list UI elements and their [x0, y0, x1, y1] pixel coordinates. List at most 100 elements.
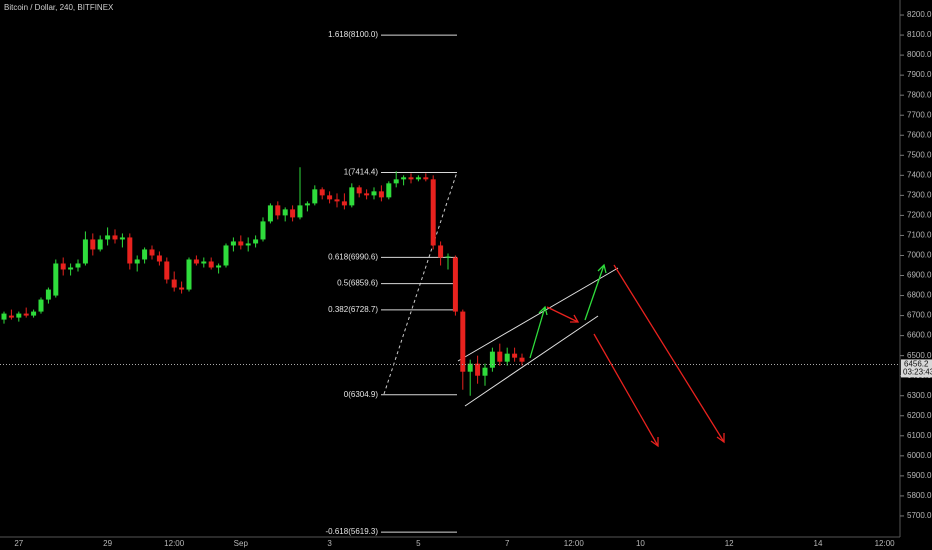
candle-body — [16, 313, 22, 318]
candle-body — [179, 287, 185, 290]
y-tick-label: 6700.0 — [907, 311, 932, 320]
y-tick-label: 7300.0 — [907, 190, 932, 199]
fib-level-label: 0(6304.9) — [344, 390, 379, 399]
candle-body — [75, 263, 81, 268]
candle-body — [38, 299, 44, 312]
last-price-box — [901, 359, 932, 378]
candle-body — [171, 279, 177, 288]
y-tick-label: 7100.0 — [907, 231, 932, 240]
candle-body — [267, 205, 273, 222]
candle-body — [149, 249, 155, 256]
fib-level-label: 1(7414.4) — [344, 168, 379, 177]
candle-body — [519, 357, 525, 362]
y-tick-label: 6000.0 — [907, 451, 932, 460]
green-arrows — [529, 263, 607, 359]
candle-body — [119, 237, 125, 240]
candle-body — [134, 259, 140, 264]
candle-body — [156, 255, 162, 262]
y-tick-label: 7700.0 — [907, 110, 932, 119]
candle-body — [386, 183, 392, 198]
channel-lower — [464, 315, 599, 407]
y-tick-label: 5700.0 — [907, 511, 932, 520]
arrow — [546, 306, 579, 323]
candle-body — [364, 193, 370, 196]
candle-body — [193, 259, 199, 264]
x-tick-label: 7 — [505, 539, 510, 548]
arrow — [584, 264, 605, 321]
arrow — [529, 306, 546, 359]
candle-body — [68, 267, 74, 270]
x-tick-label: 29 — [103, 539, 112, 548]
y-tick-label: 5900.0 — [907, 471, 932, 480]
fib-level-label: -0.618(5619.3) — [326, 527, 379, 536]
arrow-head — [597, 263, 607, 274]
candle-body — [401, 177, 407, 180]
candle-body — [105, 235, 111, 240]
candle-body — [164, 261, 170, 280]
candle-body — [452, 257, 458, 312]
arrow — [593, 333, 659, 447]
candle-body — [260, 221, 266, 240]
x-tick-label: Sep — [234, 539, 249, 548]
fib-level-label: 0.382(6728.7) — [328, 305, 378, 314]
candle-body — [97, 239, 103, 250]
candle-body — [393, 179, 399, 184]
candle-body — [253, 239, 259, 244]
candle-body — [275, 205, 281, 216]
candle-body — [475, 363, 481, 376]
candle-body — [1, 313, 7, 320]
candle-body — [349, 187, 355, 206]
y-tick-label: 7200.0 — [907, 211, 932, 220]
candle-body — [423, 177, 429, 180]
y-tick-label: 6900.0 — [907, 271, 932, 280]
candle-body — [327, 195, 333, 200]
candle-body — [112, 235, 118, 240]
last-price-label: 6456.2 — [904, 360, 929, 369]
channel-upper — [457, 267, 619, 362]
y-tick-label: 7800.0 — [907, 90, 932, 99]
y-tick-label: 7500.0 — [907, 150, 932, 159]
candle-body — [60, 263, 66, 270]
candle-body — [45, 289, 51, 300]
arrow-head — [570, 314, 580, 323]
y-tick-label: 5800.0 — [907, 491, 932, 500]
fib-trend-line — [383, 171, 458, 395]
candle-body — [216, 265, 222, 268]
candle-body — [430, 179, 436, 246]
candle-body — [319, 189, 325, 196]
candle-body — [482, 367, 488, 376]
y-tick-label: 7000.0 — [907, 251, 932, 260]
candle-body — [282, 209, 288, 216]
y-tick-label: 6300.0 — [907, 391, 932, 400]
candle-body — [8, 315, 14, 318]
fib-level-label: 0.5(6859.6) — [337, 279, 378, 288]
fib-level-label: 1.618(8100.0) — [328, 30, 378, 39]
candle-body — [408, 177, 414, 180]
arrow-head — [538, 305, 548, 316]
candle-body — [127, 237, 133, 264]
candle-body — [489, 351, 495, 368]
y-tick-label: 7900.0 — [907, 70, 932, 79]
candle-body — [438, 245, 444, 258]
countdown-label: 03:23:43 — [903, 368, 932, 377]
candle-body — [312, 189, 318, 204]
x-tick-label: 12:00 — [164, 539, 185, 548]
candle-body — [90, 239, 96, 250]
x-tick-label: 14 — [814, 539, 823, 548]
candle-body — [142, 249, 148, 260]
candle-body — [186, 259, 192, 290]
candle-body — [238, 241, 244, 246]
y-tick-label: 6500.0 — [907, 351, 932, 360]
candle-body — [356, 187, 362, 194]
chart-title: Bitcoin / Dollar, 240, BITFINEX — [4, 3, 114, 12]
candle-body — [497, 351, 503, 362]
candle-body — [82, 239, 88, 264]
x-tick-label: 12:00 — [875, 539, 896, 548]
candle-body — [371, 191, 377, 196]
candle-body — [334, 199, 340, 202]
arrow — [613, 264, 725, 443]
candle-body — [504, 353, 510, 362]
candle-body — [512, 353, 518, 358]
